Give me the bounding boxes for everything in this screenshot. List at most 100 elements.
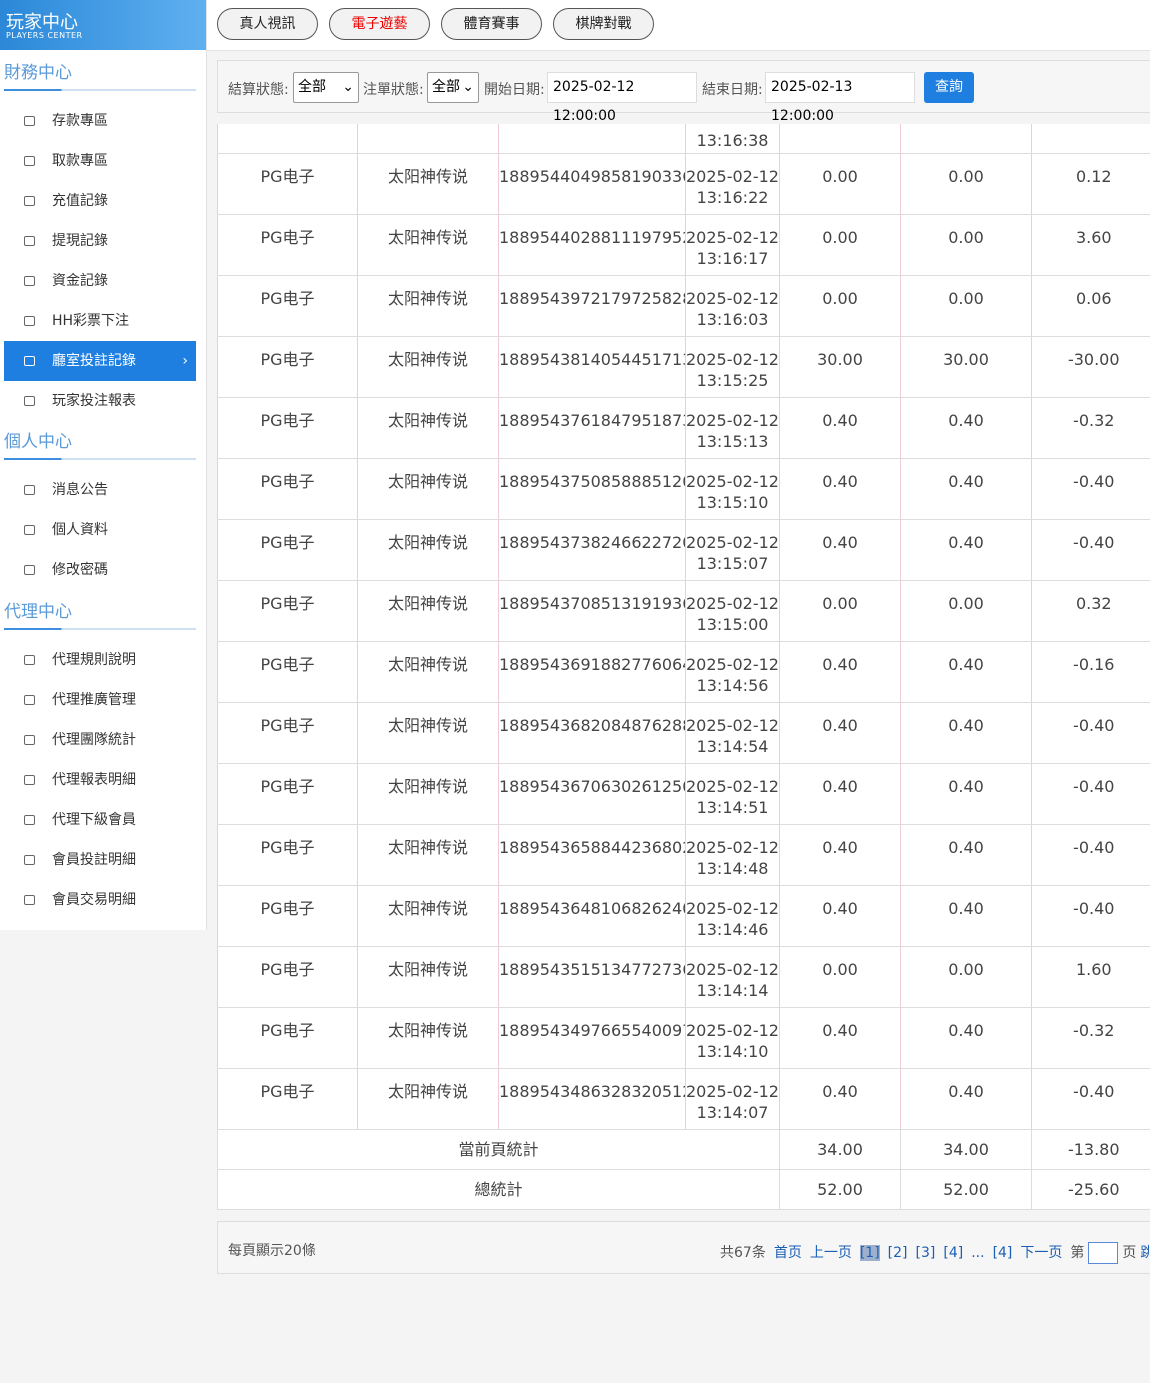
table-cell: 0.00 <box>779 946 901 1008</box>
prev-page[interactable]: 上一页 <box>809 1245 852 1261</box>
section-title: 財務中心 <box>4 63 72 83</box>
menu-item[interactable]: 取款專區 <box>4 141 196 181</box>
table-cell: 0.40 <box>779 641 901 703</box>
table-cell: -0.40 <box>1031 763 1150 825</box>
table-row: PG电子 太阳神传说 1889543648106826240 2025-02-12 13… <box>217 885 1150 947</box>
summary-cell: -25.60 <box>1031 1169 1150 1210</box>
table-cell <box>357 124 499 154</box>
table-cell: 太阳神传说 <box>357 1007 499 1069</box>
table-cell: 2025-02-12 13:14:48 <box>685 824 780 886</box>
bet-time: 13:14:46 <box>696 920 769 939</box>
table-cell: 2025-02-12 13:14:54 <box>685 702 780 764</box>
menu-item[interactable]: 提現記錄 <box>4 221 196 261</box>
menu-item[interactable]: 存款專區 <box>4 101 196 141</box>
menu-item[interactable]: 代理報表明細 <box>4 760 196 800</box>
menu-item[interactable]: 個人資料 <box>4 510 196 550</box>
bet-date: 2025-02-12 <box>686 1082 779 1101</box>
table-cell: 0.00 <box>779 275 901 337</box>
menu-label: 消息公告 <box>52 482 108 498</box>
table-cell: 0.00 <box>900 580 1032 642</box>
menu-icon <box>24 895 35 905</box>
table-cell: 1889543670630261250 <box>498 763 686 825</box>
menu-item[interactable]: HH彩票下注 <box>4 301 196 341</box>
menu-icon <box>24 316 35 326</box>
top-bar: 真人視訊 電子遊藝 體育賽事 棋牌對戰 <box>207 0 1150 51</box>
bet-date: 2025-02-12 <box>686 960 779 979</box>
menu-item[interactable]: 玩家投注報表 <box>4 381 196 421</box>
menu-item[interactable]: 會員投註明細 <box>4 840 196 880</box>
page-link[interactable]: [4] <box>943 1245 964 1261</box>
table-cell: -0.40 <box>1031 702 1150 764</box>
page-link[interactable]: [2] <box>887 1245 908 1261</box>
table-cell: 太阳神传说 <box>357 824 499 886</box>
menu-item[interactable]: 修改密碼 <box>4 550 196 590</box>
summary-label: 總統計 <box>217 1169 780 1210</box>
tab[interactable]: 真人視訊 <box>217 8 318 40</box>
page-link[interactable]: [4] <box>992 1245 1013 1261</box>
table-cell: 0.40 <box>779 397 901 459</box>
menu-item[interactable]: 廳室投註記錄 › <box>4 341 196 381</box>
table-cell: PG电子 <box>217 1068 358 1130</box>
bet-date: 2025-02-12 <box>686 655 779 674</box>
table-cell: 0.12 <box>1031 153 1150 215</box>
table-cell: 太阳神传说 <box>357 458 499 520</box>
table-cell: 0.40 <box>900 641 1032 703</box>
menu-icon <box>24 196 35 206</box>
page-link[interactable]: [3] <box>915 1245 936 1261</box>
section-underline <box>4 89 196 91</box>
bet-date: 2025-02-12 <box>686 716 779 735</box>
logo[interactable]: 玩家中心 PLAYERS CENTER <box>0 0 206 50</box>
page-link[interactable]: [1] <box>859 1245 880 1261</box>
menu-item[interactable]: 代理下級會員 <box>4 800 196 840</box>
table-row: PG电子 太阳神传说 1889543515134772736 2025-02-12 13… <box>217 946 1150 1008</box>
menu-icon <box>24 735 35 745</box>
table-cell: 0.00 <box>779 214 901 276</box>
table-cell: PG电子 <box>217 519 358 581</box>
bet-table: 13:16:38 PG电子 太阳神传说 1889544049858190336 2025… <box>217 124 1150 1210</box>
label: 開始日期: <box>484 82 545 98</box>
per-page: 每頁顯示20條 <box>228 1243 316 1259</box>
bet-time: 13:14:10 <box>696 1042 769 1061</box>
table-cell: 2025-02-12 13:15:00 <box>685 580 780 642</box>
menu-label: 充值記錄 <box>52 193 108 209</box>
date-input[interactable]: 2025-02-12 12:00:00 <box>547 72 697 124</box>
page-link[interactable]: ... <box>971 1245 985 1261</box>
table-cell: 2025-02-12 13:16:03 <box>685 275 780 337</box>
tab[interactable]: 棋牌對戰 <box>553 8 654 40</box>
goto-input[interactable] <box>1088 1242 1119 1264</box>
menu-icon <box>24 655 35 665</box>
table-cell: 2025-02-12 13:15:13 <box>685 397 780 459</box>
bet-date: 2025-02-12 <box>686 167 779 186</box>
date-input[interactable]: 2025-02-13 12:00:00 <box>765 72 915 124</box>
menu-item[interactable]: 消息公告 <box>4 470 196 510</box>
select[interactable]: 全部 ⌄ <box>293 72 359 103</box>
table-cell: 2025-02-12 13:16:17 <box>685 214 780 276</box>
table-cell: 3.60 <box>1031 214 1150 276</box>
section-title: 個人中心 <box>4 432 72 452</box>
menu-item[interactable]: 資金記錄 <box>4 261 196 301</box>
menu-item[interactable]: 代理團隊統計 <box>4 720 196 760</box>
tab[interactable]: 體育賽事 <box>441 8 542 40</box>
table-cell: 2025-02-12 13:14:07 <box>685 1068 780 1130</box>
table-row: PG电子 太阳神传说 1889543497665540097 2025-02-12 13… <box>217 1007 1150 1069</box>
table-cell: 太阳神传说 <box>357 763 499 825</box>
menu-item[interactable]: 代理推廣管理 <box>4 680 196 720</box>
menu-item[interactable]: 充值記錄 <box>4 181 196 221</box>
menu-icon <box>24 525 35 535</box>
section-underline <box>4 458 196 460</box>
tab[interactable]: 電子遊藝 <box>329 8 430 40</box>
table-cell <box>498 124 686 154</box>
bet-date: 2025-02-12 <box>686 838 779 857</box>
menu-label: 取款專區 <box>52 153 108 169</box>
first-page[interactable]: 首页 <box>773 1245 802 1261</box>
summary-cell: -13.80 <box>1031 1129 1150 1170</box>
menu-item[interactable]: 代理規則說明 <box>4 640 196 680</box>
next-page[interactable]: 下一页 <box>1020 1245 1063 1261</box>
query-button[interactable]: 查詢 <box>924 72 974 103</box>
menu-item[interactable]: 會員交易明細 <box>4 880 196 920</box>
table-cell: 0.40 <box>900 397 1032 459</box>
table-cell: 太阳神传说 <box>357 275 499 337</box>
table-cell: -0.40 <box>1031 519 1150 581</box>
goto-button[interactable]: 跳转 <box>1140 1245 1150 1261</box>
select[interactable]: 全部 ⌄ <box>427 72 479 103</box>
